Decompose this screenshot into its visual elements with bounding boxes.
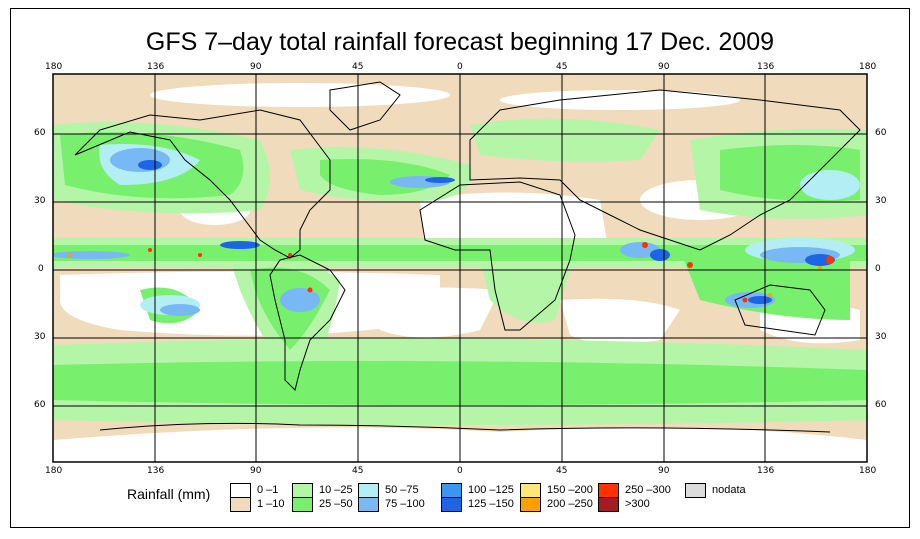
lat-label-right: 60	[875, 128, 887, 138]
lat-label-right: 60	[875, 400, 887, 410]
legend-label: 125 –150	[468, 498, 514, 510]
lon-label-top: 45	[352, 62, 364, 72]
lon-label-bottom: 180	[45, 466, 63, 476]
legend-swatch	[520, 483, 541, 498]
lat-label-left: 30	[34, 196, 46, 206]
legend-swatch	[358, 483, 379, 498]
map-title: GFS 7–day total rainfall forecast beginn…	[145, 28, 775, 56]
lon-label-bottom: 90	[250, 466, 262, 476]
lat-label-left: 30	[34, 332, 46, 342]
legend-title: Rainfall (mm)	[127, 486, 211, 502]
lon-label-bottom: 136	[757, 466, 775, 476]
lat-label-right: 30	[875, 196, 887, 206]
lon-label-top: 180	[45, 62, 63, 72]
lat-label-right: 30	[875, 332, 887, 342]
lon-label-top: 90	[658, 62, 670, 72]
lon-label-top: 136	[757, 62, 775, 72]
graticule	[53, 74, 867, 462]
legend-label: 150 –200	[547, 484, 593, 496]
legend-swatch	[441, 497, 462, 512]
legend-swatch	[598, 483, 619, 498]
legend-label: 50 –75	[385, 484, 419, 496]
legend-label: 10 –25	[319, 484, 353, 496]
legend-label: 25 –50	[319, 498, 353, 510]
legend-swatch	[358, 497, 379, 512]
lon-label-top: 90	[250, 62, 262, 72]
legend-label: 1 –10	[257, 498, 285, 510]
legend-label: >300	[625, 498, 650, 510]
legend-swatch	[598, 497, 619, 512]
lon-label-top: 0	[457, 62, 463, 72]
rainfall-field	[53, 74, 867, 462]
figure-frame	[10, 8, 910, 528]
legend-swatch	[292, 497, 313, 512]
legend-swatch	[292, 483, 313, 498]
legend-swatch	[441, 483, 462, 498]
lon-label-bottom: 136	[147, 466, 165, 476]
lon-label-bottom: 180	[859, 466, 877, 476]
lon-label-bottom: 0	[457, 466, 463, 476]
legend-label: 0 –1	[257, 484, 279, 496]
map-border	[52, 73, 868, 463]
lon-label-top: 136	[147, 62, 165, 72]
legend-label: 250 –300	[625, 484, 671, 496]
lat-label-left: 60	[34, 128, 46, 138]
lon-label-bottom: 90	[658, 466, 670, 476]
lat-label-left: 60	[34, 400, 46, 410]
lon-label-bottom: 45	[556, 466, 568, 476]
legend-swatch	[520, 497, 541, 512]
legend-label: 200 –250	[547, 498, 593, 510]
legend-swatch	[230, 497, 251, 512]
lat-label-left: 0	[38, 264, 44, 274]
legend-label: nodata	[712, 484, 746, 496]
legend-swatch	[230, 483, 251, 498]
legend-label: 75 –100	[385, 498, 425, 510]
lon-label-top: 45	[556, 62, 568, 72]
legend-swatch	[685, 483, 706, 498]
legend-label: 100 –125	[468, 484, 514, 496]
lon-label-top: 180	[859, 62, 877, 72]
lat-label-right: 0	[875, 264, 881, 274]
lon-label-bottom: 45	[352, 466, 364, 476]
